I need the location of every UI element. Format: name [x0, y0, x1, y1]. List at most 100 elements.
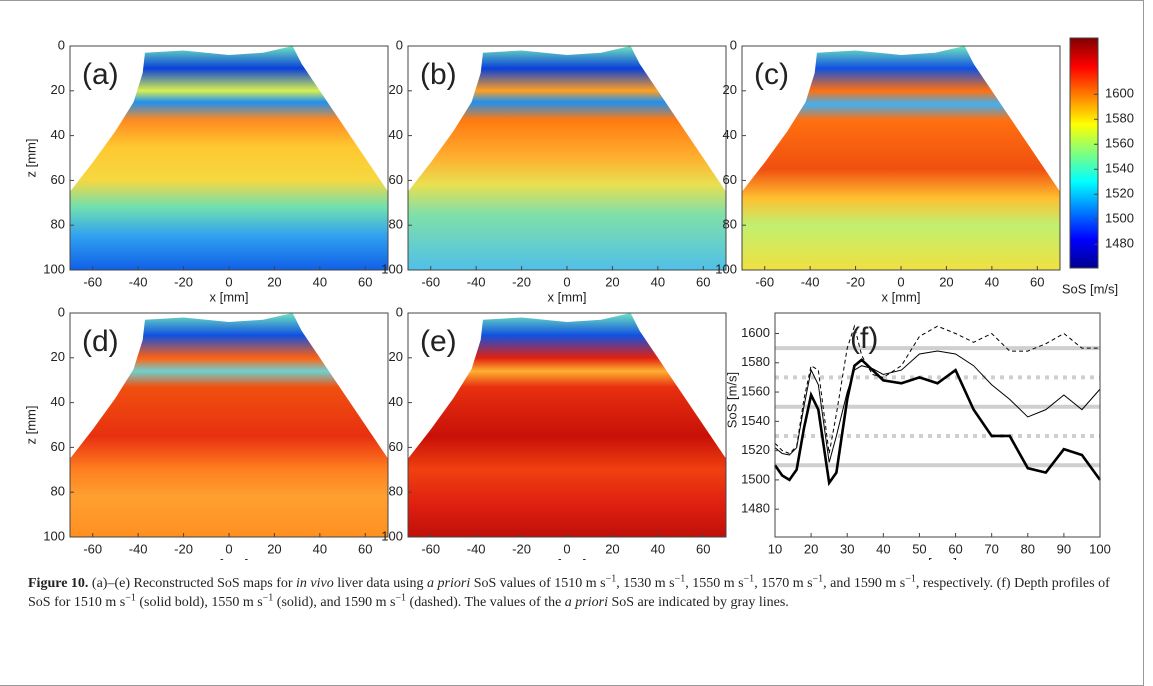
- colorbar-tick-label: 1580: [1105, 111, 1134, 126]
- y-tick-label: 0: [396, 304, 403, 319]
- y-tick-label: 40: [389, 394, 403, 409]
- caption-text: (dashed). The values of the: [406, 595, 565, 610]
- y-tick-label: 40: [51, 127, 65, 142]
- x-tick-label: -60: [421, 274, 440, 289]
- y-tick-label: 80: [389, 484, 403, 499]
- x-tick-label: 40: [651, 274, 665, 289]
- x-axis-label: z [mm]: [918, 555, 957, 560]
- caption-text: a priori: [427, 576, 471, 591]
- colorbar-tick-label: 1540: [1105, 161, 1134, 176]
- caption-text: a priori: [564, 595, 608, 610]
- caption-text: (solid), and 1590 m s: [273, 595, 396, 610]
- x-tick-label: -20: [512, 274, 531, 289]
- sos-map: [408, 46, 726, 270]
- caption-text: SoS values of 1510 m s: [470, 576, 606, 591]
- x-tick-label: -60: [83, 541, 102, 556]
- caption-text: −1: [812, 573, 824, 585]
- x-tick-label: 20: [267, 541, 281, 556]
- x-tick-label: 70: [984, 541, 998, 556]
- colorbar-tick-label: 1600: [1105, 86, 1134, 101]
- x-tick-label: 20: [267, 274, 281, 289]
- caption-text: , 1550 m s: [685, 576, 744, 591]
- x-tick-label: 90: [1057, 541, 1071, 556]
- y-tick-label: 80: [51, 217, 65, 232]
- x-tick-label: 40: [313, 541, 327, 556]
- caption-text: (a)–(e) Reconstructed SoS maps for: [88, 576, 297, 591]
- y-tick-label: 80: [723, 217, 737, 232]
- y-tick-label: 20: [389, 82, 403, 97]
- x-tick-label: 50: [912, 541, 926, 556]
- y-tick-label: 80: [51, 484, 65, 499]
- y-tick-label: 60: [389, 439, 403, 454]
- x-tick-label: 0: [563, 274, 570, 289]
- x-tick-label: -40: [801, 274, 820, 289]
- y-tick-label: 20: [51, 349, 65, 364]
- y-axis-label: z [mm]: [23, 139, 38, 178]
- caption-text: , and 1590 m s: [823, 576, 906, 591]
- x-tick-label: -20: [174, 274, 193, 289]
- y-tick-label: 1600: [741, 325, 770, 340]
- x-tick-label: 40: [876, 541, 890, 556]
- y-tick-label: 1560: [741, 383, 770, 398]
- x-tick-label: 30: [840, 541, 854, 556]
- y-tick-label: 1540: [741, 413, 770, 428]
- sos-map: [70, 46, 388, 270]
- sos-map: [742, 46, 1060, 270]
- x-tick-label: 60: [358, 274, 372, 289]
- x-tick-label: 60: [358, 541, 372, 556]
- y-tick-label: 80: [389, 217, 403, 232]
- caption-text: SoS are indicated by gray lines.: [607, 595, 789, 610]
- figure-caption: Figure 10. (a)–(e) Reconstructed SoS map…: [28, 574, 1118, 612]
- x-tick-label: 0: [225, 541, 232, 556]
- y-axis-label: z [mm]: [23, 406, 38, 445]
- x-tick-label: 40: [313, 274, 327, 289]
- x-tick-label: 20: [605, 274, 619, 289]
- y-tick-label: 40: [389, 127, 403, 142]
- caption-text: in vivo: [296, 576, 334, 591]
- caption-text: , respectively. (f) Depth profiles of So…: [28, 576, 1110, 610]
- x-tick-label: 0: [563, 541, 570, 556]
- y-tick-label: 100: [43, 528, 65, 543]
- profile-line: [774, 350, 1101, 463]
- caption-text: liver data using: [333, 576, 428, 591]
- caption-text: −1: [905, 573, 916, 585]
- y-tick-label: 0: [58, 304, 65, 319]
- panel-label: (c): [754, 58, 789, 91]
- x-tick-label: 60: [1030, 274, 1044, 289]
- sos-map: [408, 313, 726, 537]
- panel-label: (e): [420, 325, 457, 358]
- colorbar-tick-label: 1500: [1105, 211, 1134, 226]
- y-tick-label: 1580: [741, 354, 770, 369]
- x-axis-label: x [mm]: [210, 289, 249, 304]
- x-tick-label: 80: [1021, 541, 1035, 556]
- x-tick-label: -40: [467, 274, 486, 289]
- x-tick-label: 40: [651, 541, 665, 556]
- colorbar-tick-label: 1480: [1105, 236, 1134, 251]
- x-tick-label: 0: [225, 274, 232, 289]
- x-tick-label: -60: [755, 274, 774, 289]
- x-tick-label: 100: [1089, 541, 1111, 556]
- panel-label: (b): [420, 58, 457, 91]
- caption-text: −1: [743, 573, 755, 585]
- y-tick-label: 100: [43, 261, 65, 276]
- x-tick-label: -20: [512, 541, 531, 556]
- y-tick-label: 60: [389, 172, 403, 187]
- x-tick-label: 20: [804, 541, 818, 556]
- caption-text: −1: [125, 592, 136, 604]
- y-tick-label: 1480: [741, 501, 770, 516]
- caption-text: −1: [605, 573, 617, 585]
- x-tick-label: 20: [939, 274, 953, 289]
- x-tick-label: 10: [768, 541, 782, 556]
- y-tick-label: 60: [723, 172, 737, 187]
- x-axis-label: x [mm]: [548, 556, 587, 560]
- caption-text: −1: [674, 573, 686, 585]
- panel-label: (a): [82, 58, 119, 91]
- y-tick-label: 60: [51, 439, 65, 454]
- x-tick-label: -40: [467, 541, 486, 556]
- colorbar-label: SoS [m/s]: [1062, 281, 1118, 296]
- caption-text: (solid bold), 1550 m s: [135, 595, 263, 610]
- y-tick-label: 100: [715, 261, 737, 276]
- colorbar-tick-label: 1560: [1105, 136, 1134, 151]
- sos-map: [70, 313, 388, 537]
